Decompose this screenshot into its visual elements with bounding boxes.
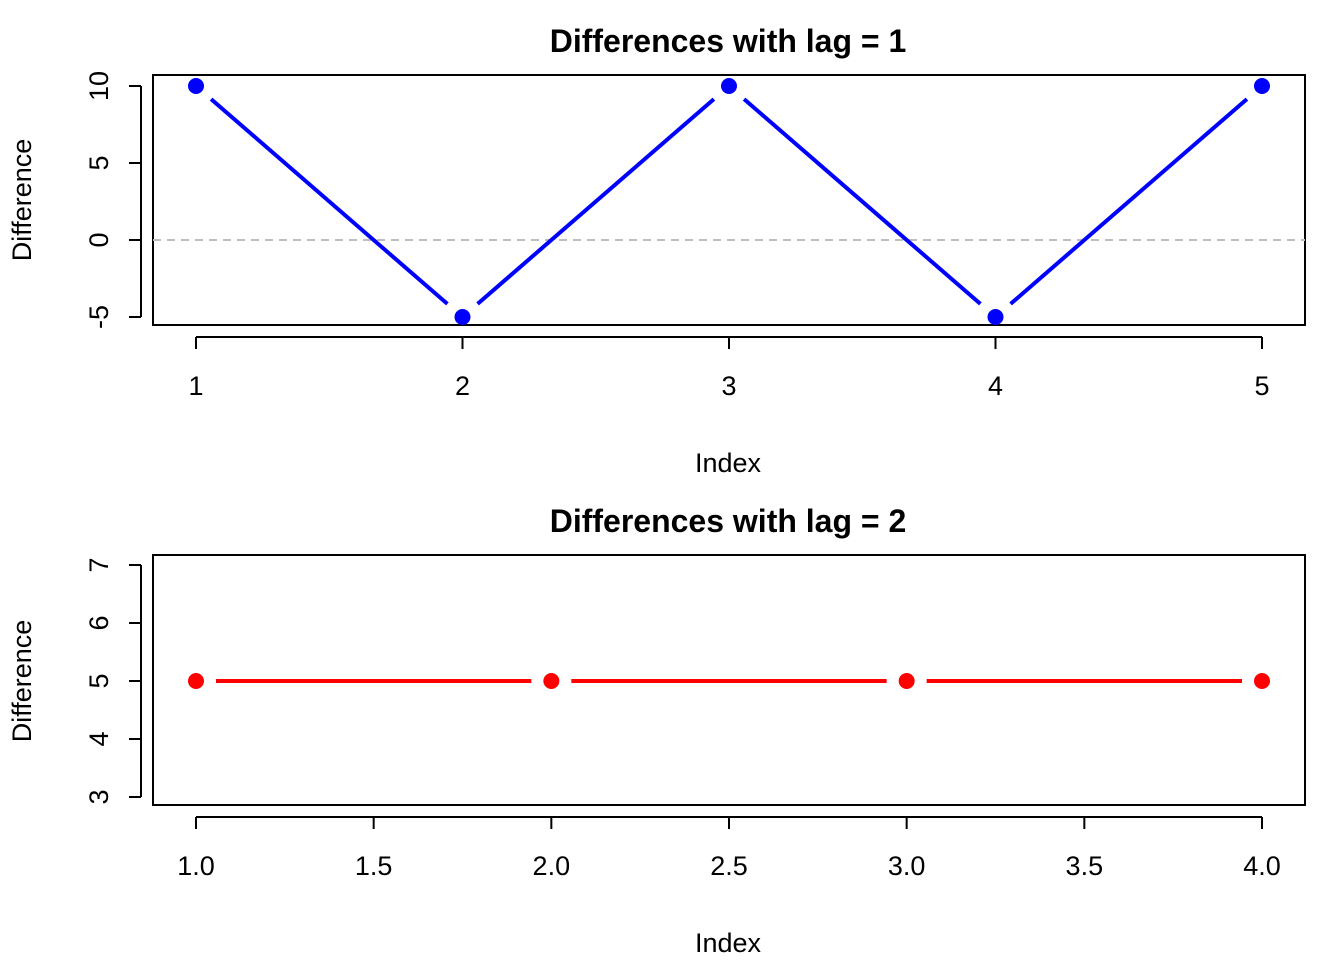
panel-2-plot-box <box>152 554 1306 806</box>
panel-1-marks: 1 2 3 4 5 -5 0 5 10 <box>84 71 1270 401</box>
panel-2-x-tick-label: 4.0 <box>1243 851 1281 881</box>
panel-2-x-tick-label: 3.5 <box>1066 851 1104 881</box>
panel-2-title: Differences with lag = 2 <box>550 503 907 539</box>
panel-1-series-segment <box>742 97 982 306</box>
panel-1-x-tick-label: 5 <box>1254 371 1269 401</box>
panel-1-title: Differences with lag = 1 <box>550 23 907 59</box>
panel-1-series-segment <box>209 97 449 306</box>
panel-2-x-tick-label: 3.0 <box>888 851 926 881</box>
panel-1-ylabel: Difference <box>7 139 37 262</box>
panel-lag-2: Differences with lag = 2 Index Differenc… <box>7 503 1306 958</box>
panel-2-y-tick-label: 5 <box>84 673 114 688</box>
panel-2-data-point <box>1254 673 1270 689</box>
panel-2-y-tick-label: 3 <box>84 789 114 804</box>
panel-2-xlabel: Index <box>695 928 762 958</box>
panel-lag-1: Differences with lag = 1 Index Differenc… <box>7 23 1306 478</box>
panel-1-series-segment <box>1009 97 1249 306</box>
panel-1-y-tick-label: 5 <box>84 155 114 170</box>
panel-1-plot-box <box>152 74 1306 326</box>
panel-1-y-tick-label: 10 <box>84 71 114 101</box>
panel-2-x-tick-label: 2.0 <box>533 851 571 881</box>
panel-1-x-tick-label: 4 <box>988 371 1003 401</box>
panel-2-marks: 1.0 1.5 2.0 2.5 3.0 3.5 4.0 3 4 5 6 7 <box>84 557 1281 881</box>
panel-2-ylabel: Difference <box>7 620 37 743</box>
panel-2-y-tick-label: 6 <box>84 615 114 630</box>
panel-2-x-tick-label: 1.0 <box>177 851 215 881</box>
panel-1-data-point <box>188 78 204 94</box>
panel-2-x-tick-label: 2.5 <box>710 851 748 881</box>
panel-1-y-tick-label: 0 <box>84 232 114 247</box>
panel-1-xlabel: Index <box>695 448 762 478</box>
panel-1-data-point <box>721 78 737 94</box>
panel-1-data-point <box>454 309 471 325</box>
panel-2-data-point <box>898 673 915 689</box>
panel-2-y-tick-label: 7 <box>84 557 114 572</box>
panel-2-data-point <box>543 673 560 689</box>
panel-1-x-tick-label: 1 <box>188 371 203 401</box>
panel-1-x-tick-label: 2 <box>455 371 470 401</box>
panel-1-data-point <box>1254 78 1270 94</box>
panel-1-data-point <box>987 309 1004 325</box>
panel-1-y-tick-label: -5 <box>84 305 114 329</box>
panel-1-series-segment <box>476 97 716 306</box>
panel-2-data-point <box>188 673 204 689</box>
panel-1-x-tick-label: 3 <box>721 371 736 401</box>
panel-2-y-tick-label: 4 <box>84 731 114 746</box>
panel-2-x-tick-label: 1.5 <box>355 851 393 881</box>
